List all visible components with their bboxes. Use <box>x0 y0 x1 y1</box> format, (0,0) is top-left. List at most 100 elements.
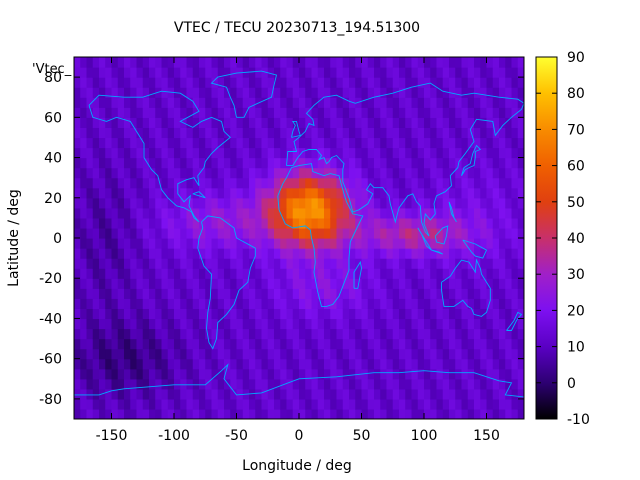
heatmap-cell <box>330 358 338 370</box>
heatmap-cell <box>467 348 475 360</box>
heatmap-cell <box>361 378 369 390</box>
heatmap-cell <box>430 127 438 139</box>
heatmap-cell <box>267 318 275 330</box>
heatmap-cell <box>380 268 388 279</box>
heatmap-cell <box>411 338 419 350</box>
heatmap-cell <box>74 57 81 68</box>
heatmap-cell <box>224 328 231 340</box>
heatmap-cell <box>417 308 425 320</box>
heatmap-cell <box>405 328 413 340</box>
heatmap-cell <box>105 67 113 78</box>
heatmap-cell <box>305 248 313 259</box>
heatmap-cell <box>299 368 306 380</box>
heatmap-cell <box>367 67 375 78</box>
heatmap-cell <box>217 177 225 189</box>
heatmap-cell <box>367 338 375 350</box>
heatmap-cell <box>267 298 275 309</box>
x-tick-label: 0 <box>295 428 304 444</box>
heatmap-cell <box>517 217 524 229</box>
heatmap-cell <box>324 57 331 68</box>
heatmap-cell <box>86 288 94 299</box>
heatmap-cell <box>199 147 206 159</box>
coastline-path <box>88 90 231 223</box>
heatmap-cell <box>349 388 356 400</box>
heatmap-cell <box>180 408 188 419</box>
heatmap-cell <box>511 288 519 299</box>
heatmap-cell <box>399 87 406 98</box>
heatmap-cell <box>342 77 350 88</box>
heatmap-cell <box>211 87 219 98</box>
heatmap-cell <box>130 67 138 78</box>
heatmap-cell <box>142 238 150 249</box>
heatmap-cell <box>167 117 175 128</box>
heatmap-cell <box>274 127 281 139</box>
heatmap-cell <box>111 187 119 199</box>
heatmap-cell <box>199 308 206 320</box>
heatmap-cell <box>286 288 294 299</box>
heatmap-cell <box>199 398 206 410</box>
heatmap-cell <box>267 207 275 219</box>
heatmap-cell <box>392 107 400 118</box>
heatmap-cell <box>224 348 231 360</box>
heatmap-cell <box>155 157 163 169</box>
heatmap-cell <box>261 197 269 209</box>
heatmap-cell <box>236 248 244 259</box>
heatmap-cell <box>155 227 163 239</box>
heatmap-cell <box>517 298 524 309</box>
heatmap-cell <box>361 147 369 159</box>
heatmap-cell <box>299 177 306 189</box>
heatmap-cell <box>317 358 325 370</box>
heatmap-cell <box>411 57 419 68</box>
heatmap-cell <box>380 197 388 209</box>
heatmap-cell <box>186 258 194 269</box>
heatmap-cell <box>449 197 456 209</box>
x-tick-label: 50 <box>353 428 371 444</box>
heatmap-cell <box>117 177 125 189</box>
heatmap-cell <box>99 67 106 78</box>
heatmap-cell <box>286 187 294 199</box>
heatmap-cell <box>355 177 363 189</box>
heatmap-cell <box>99 197 106 209</box>
heatmap-cell <box>486 388 494 400</box>
heatmap-cell <box>355 398 363 410</box>
heatmap-cell <box>380 117 388 128</box>
heatmap-cell <box>467 197 475 209</box>
heatmap-cell <box>467 308 475 320</box>
heatmap-cell <box>180 167 188 179</box>
heatmap-cell <box>430 368 438 380</box>
heatmap-cell <box>142 398 150 410</box>
heatmap-cell <box>455 97 463 108</box>
heatmap-cell <box>105 358 113 370</box>
heatmap-cell <box>255 147 263 159</box>
heatmap-cell <box>311 388 319 400</box>
heatmap-cell <box>249 177 256 189</box>
heatmap-cell <box>224 318 231 330</box>
heatmap-cell <box>86 187 94 199</box>
heatmap-cell <box>342 238 350 249</box>
heatmap-cell <box>224 298 231 309</box>
heatmap-cell <box>499 288 506 299</box>
heatmap-cell <box>230 288 238 299</box>
heatmap-cell <box>361 107 369 118</box>
heatmap-cell <box>399 207 406 219</box>
heatmap-cell <box>149 97 156 108</box>
heatmap-cell <box>492 278 500 289</box>
heatmap-cell <box>180 268 188 279</box>
heatmap-cell <box>474 57 481 68</box>
heatmap-cell <box>161 187 169 199</box>
heatmap-cell <box>436 408 444 419</box>
heatmap-cell <box>492 177 500 189</box>
heatmap-cell <box>261 258 269 269</box>
colorbar-tick-label: 10 <box>567 340 585 356</box>
heatmap-cell <box>86 378 94 390</box>
heatmap-cell <box>236 328 244 340</box>
heatmap-cell <box>367 77 375 88</box>
heatmap-cell <box>161 358 169 370</box>
heatmap-cell <box>399 187 406 199</box>
heatmap-cell <box>492 288 500 299</box>
heatmap-cell <box>455 87 463 98</box>
heatmap-cell <box>292 77 300 88</box>
heatmap-cell <box>392 97 400 108</box>
heatmap-cell <box>499 127 506 139</box>
heatmap-cell <box>405 57 413 68</box>
